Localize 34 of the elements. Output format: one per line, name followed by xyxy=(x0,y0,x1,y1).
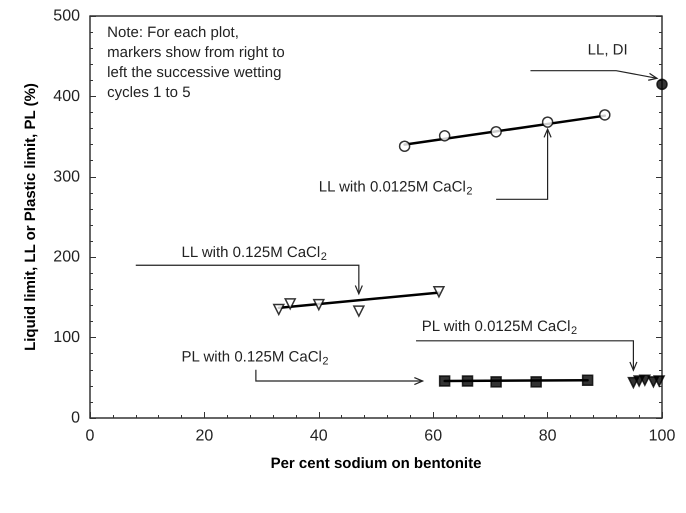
x-tick-label: 40 xyxy=(310,428,328,444)
y-tick-label: 400 xyxy=(53,88,80,105)
annotation: LL, DI xyxy=(588,42,628,59)
point xyxy=(653,375,665,387)
x-tick-label: 80 xyxy=(538,428,557,444)
point xyxy=(284,298,296,310)
point xyxy=(639,374,651,386)
x-tick-label: 0 xyxy=(86,428,95,444)
y-tick-label: 200 xyxy=(53,248,80,266)
y-tick-label: 100 xyxy=(53,329,80,346)
y-tick-label: 500 xyxy=(53,8,80,24)
x-axis-title: Per cent sodium on bentonite xyxy=(270,455,482,472)
point xyxy=(353,305,365,317)
annotation: Note: For each plot, markers show from right to left the successive wetting cycles 1 to 5 xyxy=(107,24,289,101)
point xyxy=(599,109,611,121)
x-tick-label: 100 xyxy=(648,428,676,444)
point xyxy=(462,375,474,387)
point xyxy=(582,374,594,386)
point xyxy=(530,376,542,388)
y-tick-label: 0 xyxy=(71,410,80,426)
point xyxy=(313,298,325,310)
point xyxy=(433,286,445,298)
y-tick-label: 300 xyxy=(53,168,80,186)
point xyxy=(273,304,285,316)
y-axis-title: Liquid limit, LL or Plastic limit, PL (%) xyxy=(22,83,39,351)
point xyxy=(438,375,450,387)
point xyxy=(438,130,450,142)
point xyxy=(398,140,410,152)
point xyxy=(542,116,554,128)
point xyxy=(656,78,668,90)
point xyxy=(490,126,502,138)
x-tick-label: 60 xyxy=(424,428,442,444)
point xyxy=(490,376,502,388)
x-tick-label: 20 xyxy=(196,428,214,444)
